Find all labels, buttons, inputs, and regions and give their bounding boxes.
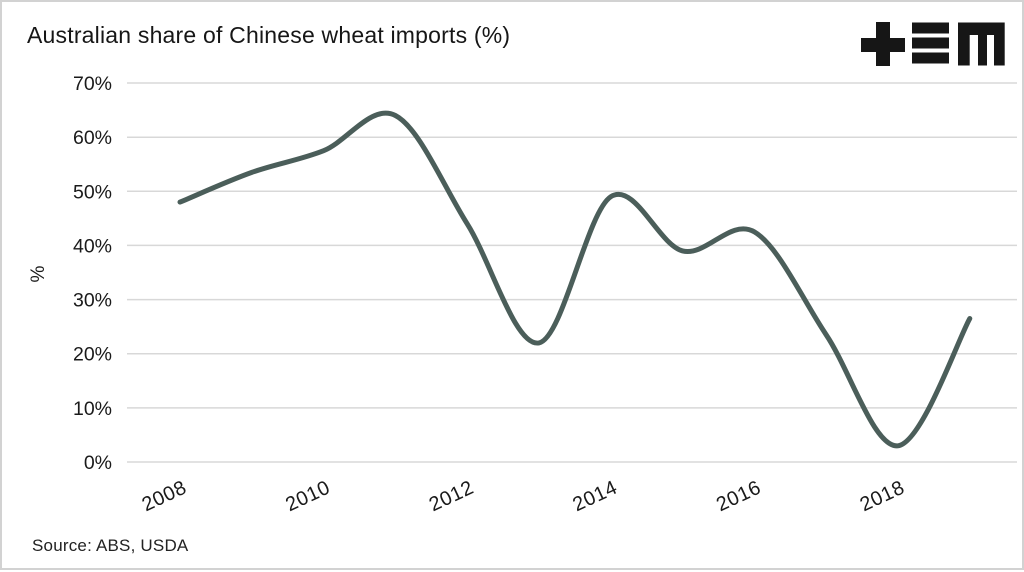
tem-logo: [860, 21, 1006, 67]
y-axis-tick-label: 20%: [73, 344, 112, 366]
y-axis-tick-label: 60%: [73, 127, 112, 149]
y-axis-tick-label: 10%: [73, 398, 112, 420]
y-axis-tick-label: 50%: [73, 181, 112, 203]
y-axis-tick-label: 0%: [84, 452, 112, 474]
x-axis-tick-label: 2012: [426, 477, 477, 517]
page-title: Australian share of Chinese wheat import…: [27, 22, 511, 48]
source-note: Source: ABS, USDA: [32, 536, 189, 555]
x-axis-tick-label: 2010: [282, 477, 333, 517]
y-axis-tick-label: 70%: [73, 73, 112, 95]
x-axis-tick-label: 2018: [857, 477, 908, 517]
y-axis-tick-label: 30%: [73, 290, 112, 312]
logo-triple-bar-icon: [912, 22, 949, 64]
trend-line: [177, 110, 973, 449]
logo-m-icon: [958, 22, 1005, 66]
logo-plus-icon: [861, 22, 905, 66]
x-axis-tick-label: 2014: [569, 477, 620, 517]
tem-logo-graphic: [861, 22, 1005, 66]
y-axis-tick-label: 40%: [73, 235, 112, 257]
x-axis-tick-label: 2008: [139, 477, 190, 517]
x-axis-tick-label: 2016: [713, 477, 764, 517]
y-axis-title: %: [28, 265, 49, 282]
